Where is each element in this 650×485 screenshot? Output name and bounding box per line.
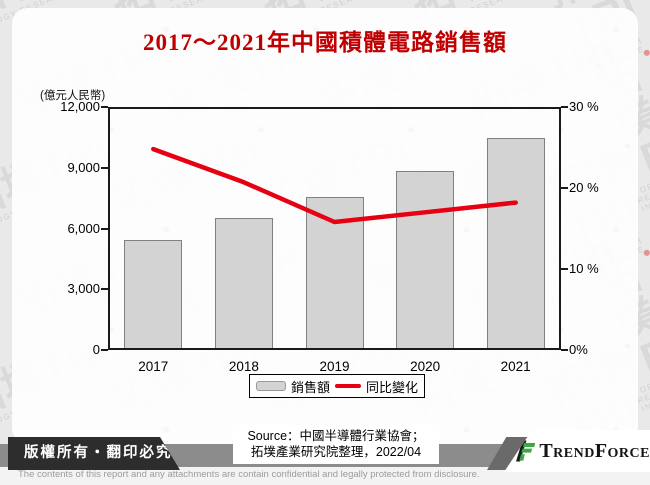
- y-left-tickmark: [101, 106, 108, 108]
- plot-area: [108, 107, 561, 350]
- y-right-tickmark: [561, 187, 568, 189]
- bar-2017: [124, 240, 183, 350]
- y-left-tick-label: 12,000: [60, 99, 100, 114]
- y-left-tickmark: [101, 349, 108, 351]
- y-left-tick-label: 6,000: [67, 220, 100, 236]
- bar-2020: [396, 170, 455, 350]
- legend-bar-label: 銷售額: [290, 379, 330, 395]
- y-left-tickmark: [101, 288, 108, 291]
- disclaimer-text: The contents of this report and any atta…: [18, 469, 480, 480]
- y-left-tick-label: 0: [92, 342, 100, 357]
- watermark-red-dot-icon: [642, 249, 650, 257]
- x-tick-label-2019: 2019: [319, 359, 350, 374]
- chart-title: 2017～2021年中國積體電路銷售額: [143, 30, 507, 55]
- trendforce-logo-text: TrendForce: [539, 439, 650, 462]
- trendforce-logo-icon: [516, 440, 536, 462]
- growth-line: [151, 146, 518, 225]
- legend: 銷售額 同比變化: [249, 374, 425, 398]
- watermark-red-dot-icon: [642, 49, 650, 57]
- y-right-tick-label: 10 %: [569, 261, 599, 276]
- x-tick-label-2018: 2018: [228, 359, 259, 374]
- source-line-2: 拓墣產業研究院整理，2022/04: [250, 445, 422, 459]
- legend-line-label: 同比變化: [366, 379, 419, 395]
- chart-card: 2017～2021年中國積體電路銷售額 (億元人民幣) 12,000 9,000 6…: [12, 8, 638, 444]
- y-left-tickmark: [101, 166, 108, 169]
- x-tick-label-2021: 2021: [500, 359, 531, 374]
- y-right-tickmark: [561, 106, 568, 108]
- trendforce-logo: TrendForce: [504, 430, 650, 472]
- y-axis-unit-label: (億元人民幣): [40, 90, 106, 102]
- legend-line-swatch-icon: [335, 383, 361, 389]
- legend-bar-swatch-icon: [255, 381, 286, 391]
- x-tick-label-2017: 2017: [138, 359, 169, 374]
- x-tick-label-2020: 2020: [410, 359, 441, 374]
- disclaimer-strip: The contents of this report and any atta…: [0, 467, 650, 485]
- copyright-banner: 版權所有‧翻印必究: [8, 437, 180, 470]
- y-left-tick-label: 3,000: [67, 281, 100, 297]
- y-right-tickmark: [561, 349, 568, 351]
- y-right-tickmark: [561, 268, 568, 270]
- y-right-tick-label: 30 %: [569, 99, 599, 114]
- bar-2021: [486, 138, 545, 350]
- y-left-tick-label: 9,000: [67, 159, 100, 175]
- source-note: Source：中國半導體行業協會； 拓墣產業研究院整理，2022/04: [233, 425, 439, 464]
- y-right-tick-label: 20 %: [569, 180, 599, 195]
- source-line-1: Source：中國半導體行業協會；: [247, 429, 425, 443]
- y-right-tick-label: 0%: [569, 342, 588, 357]
- y-left-tickmark: [101, 227, 108, 230]
- growth-line-series: [151, 146, 518, 225]
